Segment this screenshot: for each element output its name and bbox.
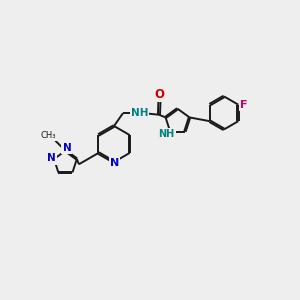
Text: NH: NH	[131, 108, 148, 118]
Text: CH₃: CH₃	[41, 131, 56, 140]
Text: N: N	[110, 158, 119, 169]
Text: NH: NH	[158, 129, 175, 139]
Text: N: N	[63, 143, 71, 153]
Text: N: N	[46, 153, 56, 164]
Text: F: F	[240, 100, 247, 110]
Text: O: O	[154, 88, 164, 101]
